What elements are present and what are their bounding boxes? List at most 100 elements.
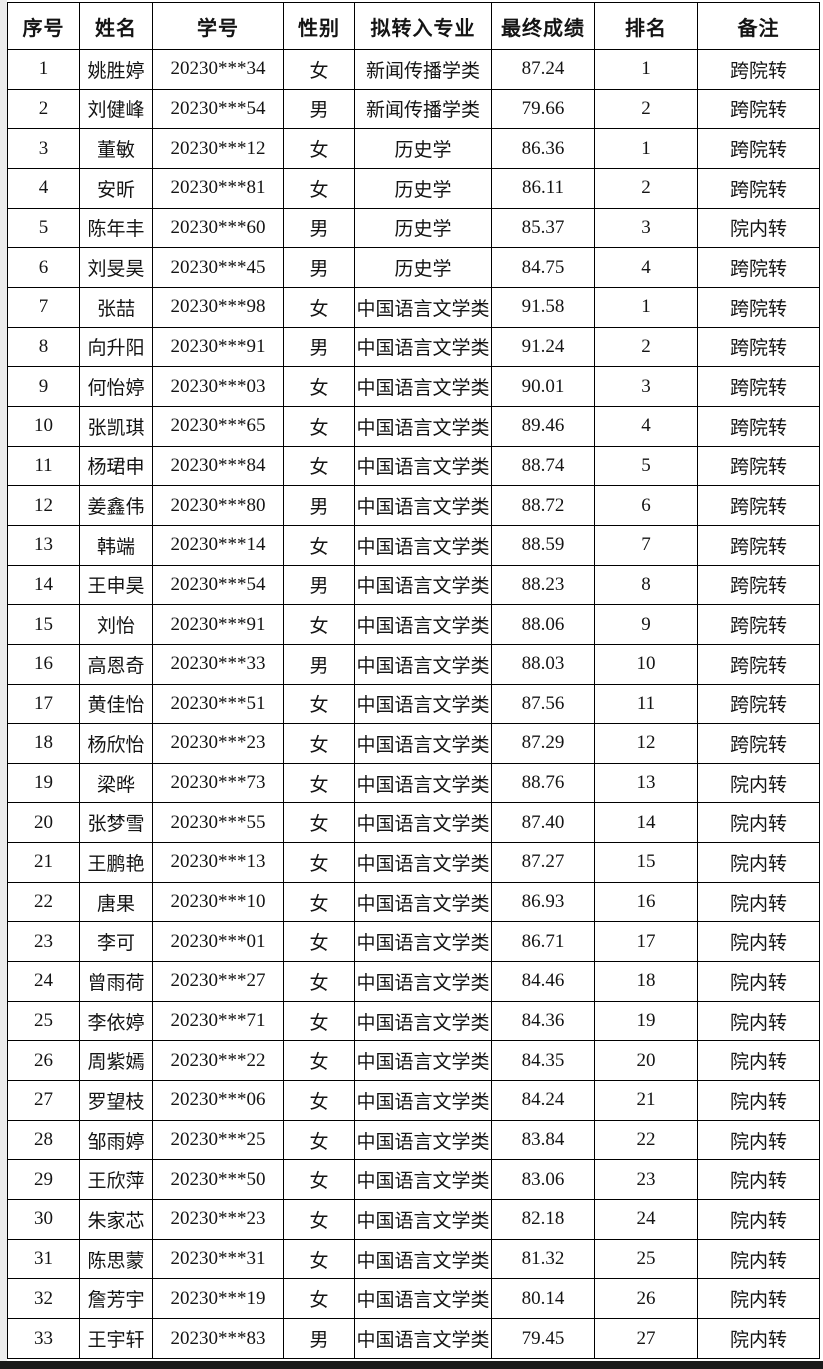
cell-name: 王鹏艳 xyxy=(79,842,153,883)
cell-name: 杨欣怡 xyxy=(79,723,153,764)
cell-note: 跨院转 xyxy=(697,485,820,526)
cell-rank: 4 xyxy=(594,405,698,447)
cell-major: 中国语言文学类 xyxy=(354,604,492,645)
cell-major: 中国语言文学类 xyxy=(354,1199,492,1240)
cell-major: 中国语言文学类 xyxy=(354,1238,492,1280)
cell-gender: 女 xyxy=(283,286,355,328)
cell-student-id: 20230***01 xyxy=(152,921,284,963)
cell-score: 86.71 xyxy=(491,921,595,963)
cell-no: 8 xyxy=(7,326,80,368)
cell-name: 向升阳 xyxy=(79,326,153,368)
left-gutter xyxy=(0,0,7,1361)
cell-student-id: 20230***34 xyxy=(152,49,284,90)
cell-rank: 24 xyxy=(594,1199,698,1240)
cell-student-id: 20230***13 xyxy=(152,842,284,883)
cell-note: 院内转 xyxy=(697,1080,820,1121)
cell-no: 21 xyxy=(7,842,80,883)
cell-score: 87.24 xyxy=(491,49,595,90)
cell-note: 跨院转 xyxy=(697,286,820,328)
cell-rank: 2 xyxy=(594,167,698,209)
cell-student-id: 20230***03 xyxy=(152,366,284,407)
cell-rank: 1 xyxy=(594,286,698,328)
cell-no: 32 xyxy=(7,1278,80,1319)
cell-student-id: 20230***98 xyxy=(152,286,284,328)
header-score: 最终成绩 xyxy=(491,2,595,50)
cell-rank: 20 xyxy=(594,1040,698,1082)
cell-rank: 5 xyxy=(594,445,698,487)
cell-note: 院内转 xyxy=(697,1119,820,1161)
cell-note: 跨院转 xyxy=(697,564,820,606)
cell-major: 历史学 xyxy=(354,207,492,249)
cell-score: 88.74 xyxy=(491,445,595,487)
header-note: 备注 xyxy=(697,2,820,50)
cell-gender: 女 xyxy=(283,366,355,407)
cell-note: 院内转 xyxy=(697,1159,820,1201)
cell-major: 中国语言文学类 xyxy=(354,524,492,566)
cell-score: 88.59 xyxy=(491,524,595,566)
table-row: 21 王鹏艳 20230***13 女 中国语言文学类 87.27 15 院内转 xyxy=(7,842,820,883)
cell-rank: 6 xyxy=(594,485,698,526)
cell-no: 17 xyxy=(7,683,80,725)
cell-note: 跨院转 xyxy=(697,247,820,288)
cell-score: 91.24 xyxy=(491,326,595,368)
cell-score: 86.93 xyxy=(491,881,595,923)
header-row: 序号 姓名 学号 性别 拟转入专业 最终成绩 排名 备注 xyxy=(7,2,820,50)
cell-no: 27 xyxy=(7,1080,80,1121)
cell-no: 29 xyxy=(7,1159,80,1201)
cell-note: 院内转 xyxy=(697,921,820,963)
cell-rank: 4 xyxy=(594,247,698,288)
cell-student-id: 20230***45 xyxy=(152,247,284,288)
cell-gender: 女 xyxy=(283,762,355,804)
cell-major: 历史学 xyxy=(354,167,492,209)
table-row: 22 唐果 20230***10 女 中国语言文学类 86.93 16 院内转 xyxy=(7,881,820,923)
cell-score: 80.14 xyxy=(491,1278,595,1319)
cell-rank: 9 xyxy=(594,604,698,645)
cell-gender: 男 xyxy=(283,643,355,685)
cell-no: 11 xyxy=(7,445,80,487)
cell-student-id: 20230***50 xyxy=(152,1159,284,1201)
cell-note: 院内转 xyxy=(697,1040,820,1082)
cell-no: 24 xyxy=(7,961,80,1002)
cell-score: 84.75 xyxy=(491,247,595,288)
table-row: 14 王申昊 20230***54 男 中国语言文学类 88.23 8 跨院转 xyxy=(7,564,820,606)
table-row: 24 曾雨荷 20230***27 女 中国语言文学类 84.46 18 院内转 xyxy=(7,961,820,1002)
cell-name: 张喆 xyxy=(79,286,153,328)
cell-major: 新闻传播学类 xyxy=(354,49,492,90)
cell-score: 88.72 xyxy=(491,485,595,526)
cell-rank: 3 xyxy=(594,207,698,249)
cell-major: 中国语言文学类 xyxy=(354,485,492,526)
cell-name: 董敏 xyxy=(79,128,153,169)
cell-gender: 女 xyxy=(283,405,355,447)
cell-note: 跨院转 xyxy=(697,723,820,764)
cell-major: 中国语言文学类 xyxy=(354,405,492,447)
cell-rank: 23 xyxy=(594,1159,698,1201)
cell-score: 81.32 xyxy=(491,1238,595,1280)
cell-gender: 女 xyxy=(283,604,355,645)
table-row: 6 刘旻昊 20230***45 男 历史学 84.75 4 跨院转 xyxy=(7,247,820,288)
cell-score: 79.66 xyxy=(491,88,595,130)
cell-no: 4 xyxy=(7,167,80,209)
cell-rank: 2 xyxy=(594,88,698,130)
cell-major: 中国语言文学类 xyxy=(354,564,492,606)
cell-no: 10 xyxy=(7,405,80,447)
cell-score: 88.06 xyxy=(491,604,595,645)
header-name: 姓名 xyxy=(79,2,153,50)
cell-student-id: 20230***19 xyxy=(152,1278,284,1319)
cell-student-id: 20230***60 xyxy=(152,207,284,249)
cell-score: 91.58 xyxy=(491,286,595,328)
table-row: 13 韩端 20230***14 女 中国语言文学类 88.59 7 跨院转 xyxy=(7,524,820,566)
cell-name: 邹雨婷 xyxy=(79,1119,153,1161)
cell-score: 88.76 xyxy=(491,762,595,804)
cell-major: 中国语言文学类 xyxy=(354,842,492,883)
cell-note: 院内转 xyxy=(697,207,820,249)
cell-score: 86.36 xyxy=(491,128,595,169)
cell-gender: 女 xyxy=(283,1159,355,1201)
cell-note: 院内转 xyxy=(697,1000,820,1042)
header-rank: 排名 xyxy=(594,2,698,50)
cell-no: 23 xyxy=(7,921,80,963)
cell-name: 姚胜婷 xyxy=(79,49,153,90)
cell-major: 中国语言文学类 xyxy=(354,961,492,1002)
table-row: 3 董敏 20230***12 女 历史学 86.36 1 跨院转 xyxy=(7,128,820,169)
cell-no: 28 xyxy=(7,1119,80,1161)
cell-note: 跨院转 xyxy=(697,88,820,130)
